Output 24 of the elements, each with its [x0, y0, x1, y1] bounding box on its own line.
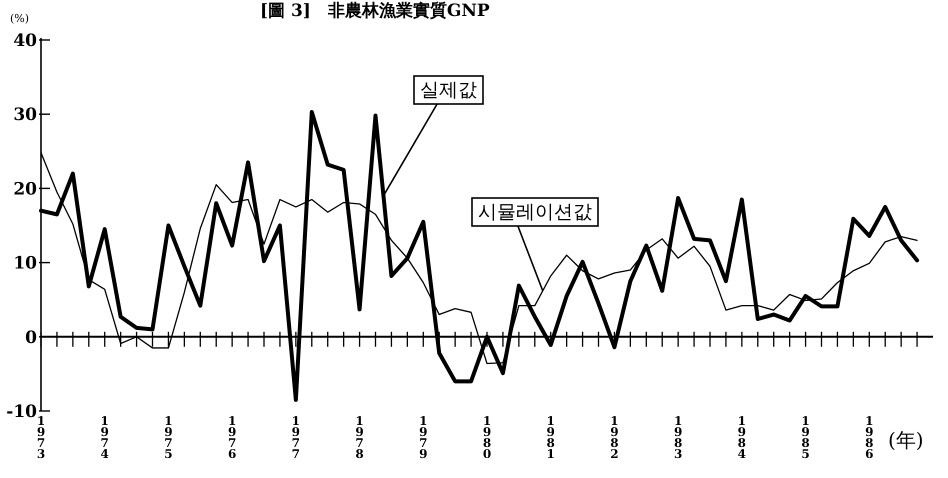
y-tick-label: 20 — [13, 179, 38, 200]
y-tick-label: 40 — [13, 31, 38, 51]
chart-title: [圖 3] 非農林漁業實質GNP — [260, 1, 490, 21]
x-tick-label: 1 9 8 0 — [482, 414, 492, 461]
y-tick-label: -10 — [6, 402, 38, 422]
x-tick-label: 1 9 8 6 — [865, 414, 874, 461]
x-tick-label: 1 9 7 9 — [419, 414, 428, 461]
text: 시뮬레이션값 — [478, 201, 592, 223]
x-tick-label: 1 9 8 3 — [674, 414, 682, 461]
x-tick-label: 1 9 7 3 — [36, 414, 46, 461]
x-tick-label: 1 9 7 5 — [164, 414, 173, 461]
x-tick-label: 1 9 8 5 — [801, 414, 810, 461]
y-tick-label: 30 — [13, 105, 38, 126]
x-tick-label: 1 9 7 6 — [228, 414, 236, 461]
y-tick-label: 10 — [13, 254, 38, 274]
x-tick-label: 1 9 7 8 — [355, 414, 364, 461]
x-tick-label: 1 9 8 4 — [738, 414, 746, 461]
y-axis-title: (%) — [10, 12, 30, 25]
x-tick-label: 1 9 8 2 — [610, 414, 619, 461]
x-tick-label: 1 9 8 1 — [546, 414, 555, 461]
y-tick-label: 0 — [25, 328, 38, 348]
x-tick-label: 1 9 7 7 — [292, 414, 300, 461]
x-axis-title: (年) — [888, 428, 924, 452]
x-tick-label: 1 9 7 4 — [100, 414, 109, 461]
